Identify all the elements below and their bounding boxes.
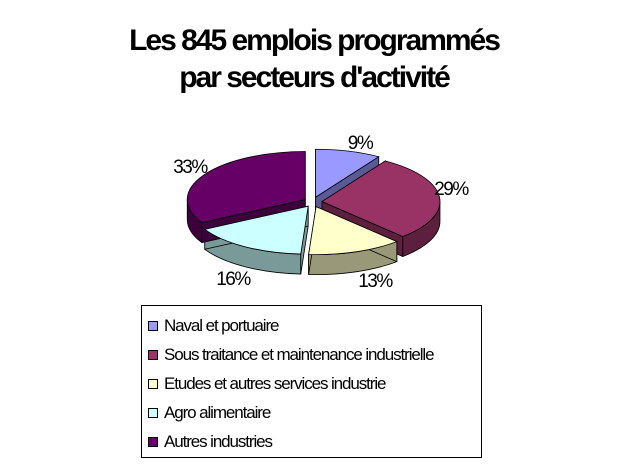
pie-label-etudes: 13% [358,271,393,292]
pie-label-sous-traitance: 29% [434,179,469,200]
pie-label-autres: 33% [173,157,208,178]
pie-label-naval: 9% [348,133,374,154]
chart-legend: Naval et portuaire Sous traitance et mai… [141,305,482,458]
legend-swatch-etudes [148,379,158,389]
pie-slice-agro [203,205,309,255]
legend-label-autres: Autres industries [164,432,273,451]
pie-label-agro: 16% [216,269,251,290]
legend-label-sous-traitance: Sous traitance et maintenance industriel… [164,345,435,364]
chart-title-line-2: par secteurs d'activité [179,61,451,94]
pie-tops [186,148,441,256]
pie-labels: 9% 29% 13% 16% 33% [173,133,471,292]
legend-item-naval: Naval et portuaire [148,313,279,339]
pie-slice-sous-traitance [321,160,441,237]
pie-slice-etudes [308,206,398,256]
legend-item-agro: Agro alimentaire [148,400,271,426]
legend-swatch-agro [148,408,158,418]
pie-chart: 9% 29% 13% 16% 33% [173,133,471,292]
pie-slice-naval [315,148,380,198]
legend-label-agro: Agro alimentaire [164,403,271,422]
legend-item-autres: Autres industries [148,429,273,455]
legend-label-naval: Naval et portuaire [164,316,279,335]
legend-swatch-naval [148,321,158,331]
chart-title: Les 845 emplois programmés par secteurs … [0,22,628,96]
legend-item-etudes: Etudes et autres services industrie [148,371,386,397]
legend-label-etudes: Etudes et autres services industrie [164,374,386,393]
legend-swatch-autres [148,437,158,447]
legend-item-sous-traitance: Sous traitance et maintenance industriel… [148,342,435,368]
pie-slice-autres [186,151,306,224]
legend-swatch-sous-traitance [148,350,158,360]
chart-title-line-1: Les 845 emplois programmés [129,24,501,57]
